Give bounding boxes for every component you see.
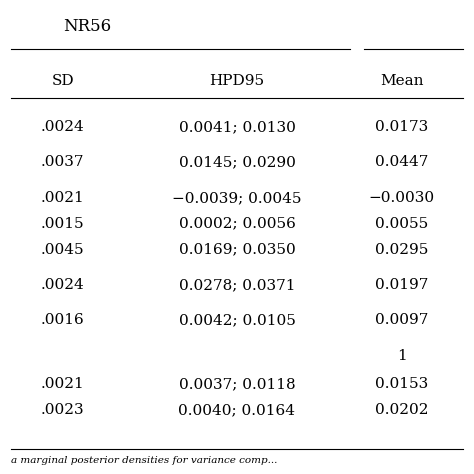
Text: .0024: .0024 (41, 278, 84, 292)
Text: SD: SD (51, 74, 74, 89)
Text: .0015: .0015 (41, 217, 84, 231)
Text: 0.0197: 0.0197 (375, 278, 428, 292)
Text: −0.0039; 0.0045: −0.0039; 0.0045 (172, 191, 302, 205)
Text: 0.0295: 0.0295 (375, 243, 428, 256)
Text: 0.0153: 0.0153 (375, 377, 428, 391)
Text: .0021: .0021 (41, 191, 84, 205)
Text: 0.0278; 0.0371: 0.0278; 0.0371 (179, 278, 295, 292)
Text: NR56: NR56 (63, 18, 111, 35)
Text: 0.0002; 0.0056: 0.0002; 0.0056 (179, 217, 295, 231)
Text: 0.0041; 0.0130: 0.0041; 0.0130 (179, 120, 295, 134)
Text: 0.0040; 0.0164: 0.0040; 0.0164 (179, 403, 295, 417)
Text: .0045: .0045 (41, 243, 84, 256)
Text: .0016: .0016 (41, 313, 84, 328)
Text: 0.0447: 0.0447 (375, 155, 428, 170)
Text: .0021: .0021 (41, 377, 84, 391)
Text: 0.0169; 0.0350: 0.0169; 0.0350 (179, 243, 295, 256)
Text: .0024: .0024 (41, 120, 84, 134)
Text: 0.0055: 0.0055 (375, 217, 428, 231)
Text: 0.0173: 0.0173 (375, 120, 428, 134)
Text: −0.0030: −0.0030 (369, 191, 435, 205)
Text: Mean: Mean (380, 74, 424, 89)
Text: 0.0042; 0.0105: 0.0042; 0.0105 (179, 313, 295, 328)
Text: .0023: .0023 (41, 403, 84, 417)
Text: 0.0202: 0.0202 (375, 403, 428, 417)
Text: 1: 1 (397, 349, 407, 363)
Text: .0037: .0037 (41, 155, 84, 170)
Text: a marginal posterior densities for variance comp...: a marginal posterior densities for varia… (11, 456, 277, 465)
Text: 0.0097: 0.0097 (375, 313, 428, 328)
Text: 0.0037; 0.0118: 0.0037; 0.0118 (179, 377, 295, 391)
Text: 0.0145; 0.0290: 0.0145; 0.0290 (179, 155, 295, 170)
Text: HPD95: HPD95 (210, 74, 264, 89)
